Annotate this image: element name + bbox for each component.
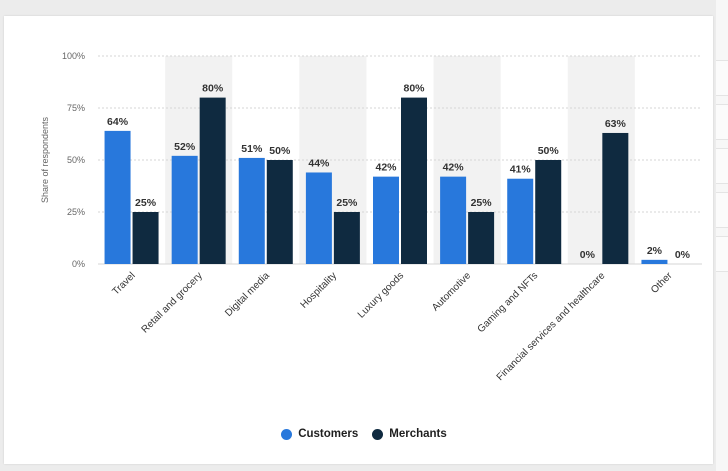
bar-customers xyxy=(641,259,668,264)
data-label: 41% xyxy=(510,164,532,176)
rail-tab[interactable] xyxy=(716,148,728,184)
legend: Customers Merchants xyxy=(0,428,728,440)
y-tick-label: 25% xyxy=(67,207,85,217)
data-label: 50% xyxy=(538,145,560,157)
x-tick-label: Retail and grocery xyxy=(140,270,205,335)
x-tick-label: Other xyxy=(649,270,675,296)
data-label: 0% xyxy=(580,249,596,261)
data-label: 25% xyxy=(471,197,493,209)
bar-customers xyxy=(440,176,467,264)
legend-swatch-merchants xyxy=(372,428,384,440)
y-tick-label: 0% xyxy=(72,259,85,269)
bar-merchants xyxy=(333,212,360,264)
bar-merchants xyxy=(602,132,629,264)
data-label: 52% xyxy=(174,141,196,153)
x-tick-label: Gaming and NFTs xyxy=(476,270,541,335)
bar-merchants xyxy=(199,97,226,264)
data-label: 2% xyxy=(647,245,663,257)
rail-tab[interactable] xyxy=(716,60,728,96)
rail-tab[interactable] xyxy=(716,104,728,140)
data-label: 42% xyxy=(443,162,465,174)
rail-tab[interactable] xyxy=(716,192,728,228)
right-side-rail xyxy=(716,0,728,471)
data-label: 80% xyxy=(403,83,425,95)
data-label: 63% xyxy=(605,118,627,130)
bar-merchants xyxy=(132,212,159,264)
legend-label-customers: Customers xyxy=(298,428,359,440)
bar-customers xyxy=(238,157,265,264)
legend-label-merchants: Merchants xyxy=(389,428,447,440)
y-tick-label: 75% xyxy=(67,103,85,113)
x-tick-label: Travel xyxy=(111,270,138,297)
data-label: 0% xyxy=(675,249,691,261)
data-label: 80% xyxy=(202,83,224,95)
x-tick-label: Luxury goods xyxy=(356,270,406,320)
data-label: 25% xyxy=(336,197,358,209)
x-tick-label: Hospitality xyxy=(299,270,339,310)
x-tick-label: Digital media xyxy=(223,270,272,319)
data-label: 51% xyxy=(241,143,263,155)
y-tick-label: 100% xyxy=(62,51,85,61)
bar-customers xyxy=(171,155,198,264)
bar-customers xyxy=(305,172,332,264)
x-tick-label: Automotive xyxy=(430,270,473,313)
y-axis-label: Share of respondents xyxy=(40,116,50,203)
legend-swatch-customers xyxy=(281,428,293,440)
bar-customers xyxy=(104,130,131,264)
bar-customers xyxy=(373,176,399,264)
y-tick-label: 50% xyxy=(67,155,85,165)
bar-customers xyxy=(507,178,534,264)
data-label: 42% xyxy=(375,162,397,174)
rail-tab[interactable] xyxy=(716,236,728,272)
data-label: 64% xyxy=(107,116,129,128)
bar-merchants xyxy=(535,160,562,264)
bar-merchants xyxy=(401,97,427,264)
legend-item-merchants[interactable]: Merchants xyxy=(372,428,447,440)
data-label: 44% xyxy=(308,157,330,169)
bar-merchants xyxy=(468,212,495,264)
data-label: 50% xyxy=(269,145,291,157)
x-tick-label: Financial services and healthcare xyxy=(495,270,608,383)
legend-item-customers[interactable]: Customers xyxy=(281,428,358,440)
bar-merchants xyxy=(266,160,293,264)
data-label: 25% xyxy=(135,197,157,209)
